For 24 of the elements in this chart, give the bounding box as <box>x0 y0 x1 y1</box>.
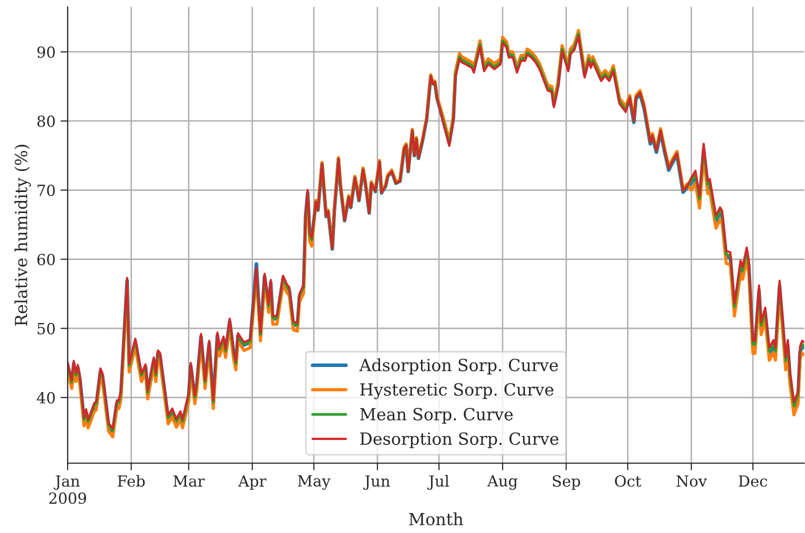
y-axis-title: Relative humidity (%) <box>14 144 31 326</box>
y-tick-label: 70 <box>38 184 55 196</box>
x-tick-label: Feb <box>118 474 145 487</box>
y-tick-label: 60 <box>37 254 55 266</box>
legend-label: Hysteretic Sorp. Curve <box>360 383 554 400</box>
x-tick-label: Mar <box>173 475 205 487</box>
x-tick-label: Jan 2009 <box>49 475 86 504</box>
y-tick-label: 40 <box>36 392 55 404</box>
x-tick-label: Apr <box>238 475 266 490</box>
x-tick-label: Nov <box>676 475 707 487</box>
y-tick-label: 90 <box>37 46 55 58</box>
legend-label: Mean Sorp. Curve <box>360 408 513 424</box>
x-tick-label: Sep <box>552 475 580 490</box>
x-axis-title: Month <box>409 512 464 526</box>
x-tick-label: Jun <box>363 475 390 490</box>
x-tick-label: Oct <box>614 475 642 487</box>
x-tick-label: Aug <box>487 475 518 490</box>
x-tick-label: Dec <box>738 475 768 487</box>
y-tick-label: 80 <box>37 115 55 128</box>
legend-label: Desorption Sorp. Curve <box>360 432 558 448</box>
y-tick-label: 50 <box>38 322 55 334</box>
x-tick-label: Jul <box>427 474 449 490</box>
x-tick-label: May <box>298 475 330 490</box>
legend-label: Adsorption Sorp. Curve <box>359 358 558 375</box>
